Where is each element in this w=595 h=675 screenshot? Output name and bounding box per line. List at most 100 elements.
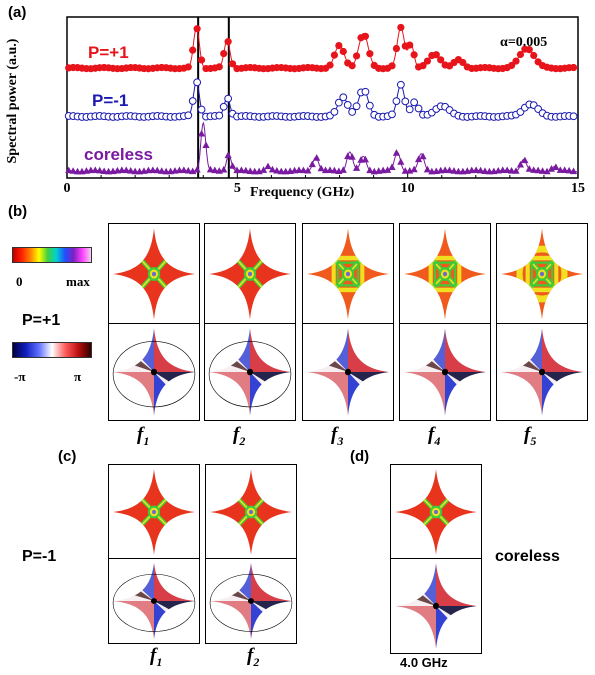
data-point [388,163,396,170]
data-point [512,167,520,174]
data-point [525,165,533,172]
data-point [193,25,201,33]
x-tick-label: 5 [234,181,241,196]
amplitude-map-b-f3 [302,223,394,325]
data-point [503,166,511,174]
data-point [96,166,104,174]
data-point [228,60,237,68]
data-point [352,164,361,171]
data-point [100,167,108,175]
phase-max-label: π [74,369,82,384]
spectrum-chart: 0 5 10 15 [64,16,585,196]
data-point [202,141,210,148]
data-point [220,49,228,58]
freq-label-c-1: f1 [150,645,163,669]
data-point [410,51,418,59]
freq-label-b-5: f5 [524,424,537,448]
data-point [361,155,370,163]
data-point [481,167,489,175]
data-point [543,167,551,175]
data-point [383,166,392,173]
freq-label-b-3: f3 [331,424,344,448]
panel-c-polarity-label: P=-1 [22,548,57,565]
data-point [423,165,432,173]
data-point [127,167,135,174]
data-point [259,166,268,173]
phase-map-b-f3 [302,323,394,421]
data-point [410,98,419,107]
data-point [339,166,347,173]
freq-label-c-2: f2 [247,645,260,669]
data-point [445,166,454,174]
data-point [343,101,352,109]
data-point [348,62,356,70]
freq-label-b-2: f2 [233,424,246,448]
data-point [228,162,237,169]
data-point [405,105,414,114]
data-point [521,156,529,164]
amplitude-colorbar [12,247,92,263]
plot-frame [66,16,579,179]
data-point [211,166,219,174]
data-point [149,166,157,173]
data-point [131,167,139,175]
phase-map-d [390,558,482,654]
data-point [547,165,556,172]
data-point [308,160,316,168]
data-point [295,166,303,173]
data-point [344,152,352,160]
data-point [396,80,405,89]
data-point [361,32,370,40]
data-point [219,102,228,111]
data-point [441,166,449,173]
data-point [512,57,520,65]
phase-map-b-f2 [204,323,296,421]
panel-b-polarity-label: P=+1 [22,312,61,329]
data-point [91,166,99,173]
amplitude-map-c-f1 [108,464,200,560]
data-point [193,78,202,87]
data-point [530,51,538,60]
series-label-coreless: coreless [84,145,153,164]
data-point [437,56,445,64]
y-axis-label: Spectral power (a.u.) [5,38,20,164]
data-point [206,165,215,173]
data-point [397,158,405,165]
data-point [339,47,347,56]
series-label-p-plus: P=+1 [88,43,129,62]
data-point [246,167,254,174]
data-point [224,38,232,46]
data-point [423,57,432,65]
data-point [432,51,440,59]
data-point [516,50,525,59]
data-point [197,105,206,114]
data-point [476,166,485,174]
data-point [388,62,396,70]
data-point [224,94,233,103]
amplitude-map-b-f4 [399,223,491,325]
data-point [392,44,401,53]
data-point [299,166,308,174]
panel-b-label: (b) [8,203,28,220]
data-point [184,166,192,174]
data-point [215,63,223,71]
data-point [158,167,166,174]
amplitude-map-b-f1 [108,223,200,325]
data-point [406,41,414,49]
data-point [507,61,516,70]
data-point [184,63,192,71]
amplitude-min-label: 0 [16,274,23,289]
amplitude-map-b-f5 [496,223,588,325]
data-point [189,46,197,54]
data-point [339,93,348,102]
data-point [459,58,467,67]
data-point [419,62,427,70]
x-tick-label: 10 [401,181,415,196]
phase-colorbar [12,342,92,358]
data-point [277,167,285,175]
panel-a-label: (a) [8,4,27,21]
data-point [304,166,312,174]
data-point [569,112,578,121]
x-tick-label: 15 [571,181,585,196]
panel-c-label: (c) [58,448,77,465]
